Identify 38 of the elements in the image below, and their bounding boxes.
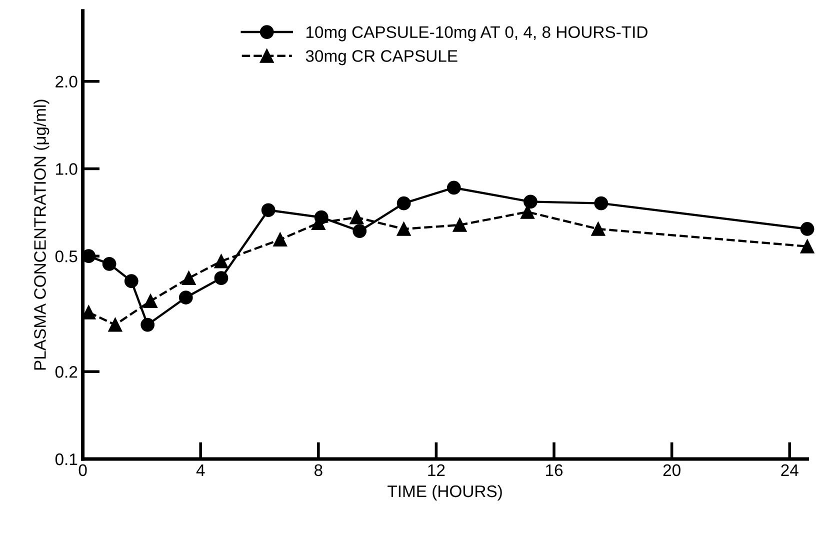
point — [352, 224, 367, 238]
x-axis-title: TIME (HOURS) — [388, 484, 502, 500]
point — [396, 196, 411, 210]
point — [350, 210, 364, 224]
point — [591, 222, 606, 236]
x-tick-label: 8 — [314, 464, 322, 476]
x-tick-label: 20 — [663, 464, 680, 476]
y-axis-title: PLASMA CONCENTRATION (μg/ml) — [34, 100, 50, 370]
point — [800, 222, 814, 236]
point — [594, 196, 608, 210]
point — [446, 180, 461, 195]
x-tick-label: 4 — [196, 464, 205, 476]
y-tick-label: 0.5 — [55, 250, 78, 262]
point — [124, 274, 138, 288]
point — [140, 318, 155, 332]
point — [800, 239, 814, 254]
x-tick-label: 24 — [781, 464, 798, 476]
x-tick-label: 12 — [428, 464, 445, 476]
y-tick-label: 0.2 — [55, 366, 78, 378]
y-tick-label: 1.0 — [56, 163, 78, 175]
point — [178, 290, 193, 304]
y-tick-label: 2.0 — [56, 76, 78, 88]
x-tick-label: 0 — [78, 464, 87, 476]
legend-label: 10mg CAPSULE-10mg AT 0, 4, 8 HOURS-TID — [306, 26, 648, 42]
point — [214, 271, 228, 286]
point — [524, 194, 538, 209]
legend-label: 30mg CR CAPSULE — [306, 50, 458, 66]
point — [261, 203, 276, 218]
y-tick-label: 0.1 — [55, 453, 78, 466]
x-tick-label: 16 — [546, 464, 563, 476]
point — [108, 318, 122, 332]
point — [214, 254, 228, 268]
point — [396, 222, 411, 236]
point — [182, 271, 196, 286]
point — [273, 232, 288, 247]
point — [102, 256, 116, 271]
point — [144, 294, 158, 308]
point — [452, 218, 467, 232]
